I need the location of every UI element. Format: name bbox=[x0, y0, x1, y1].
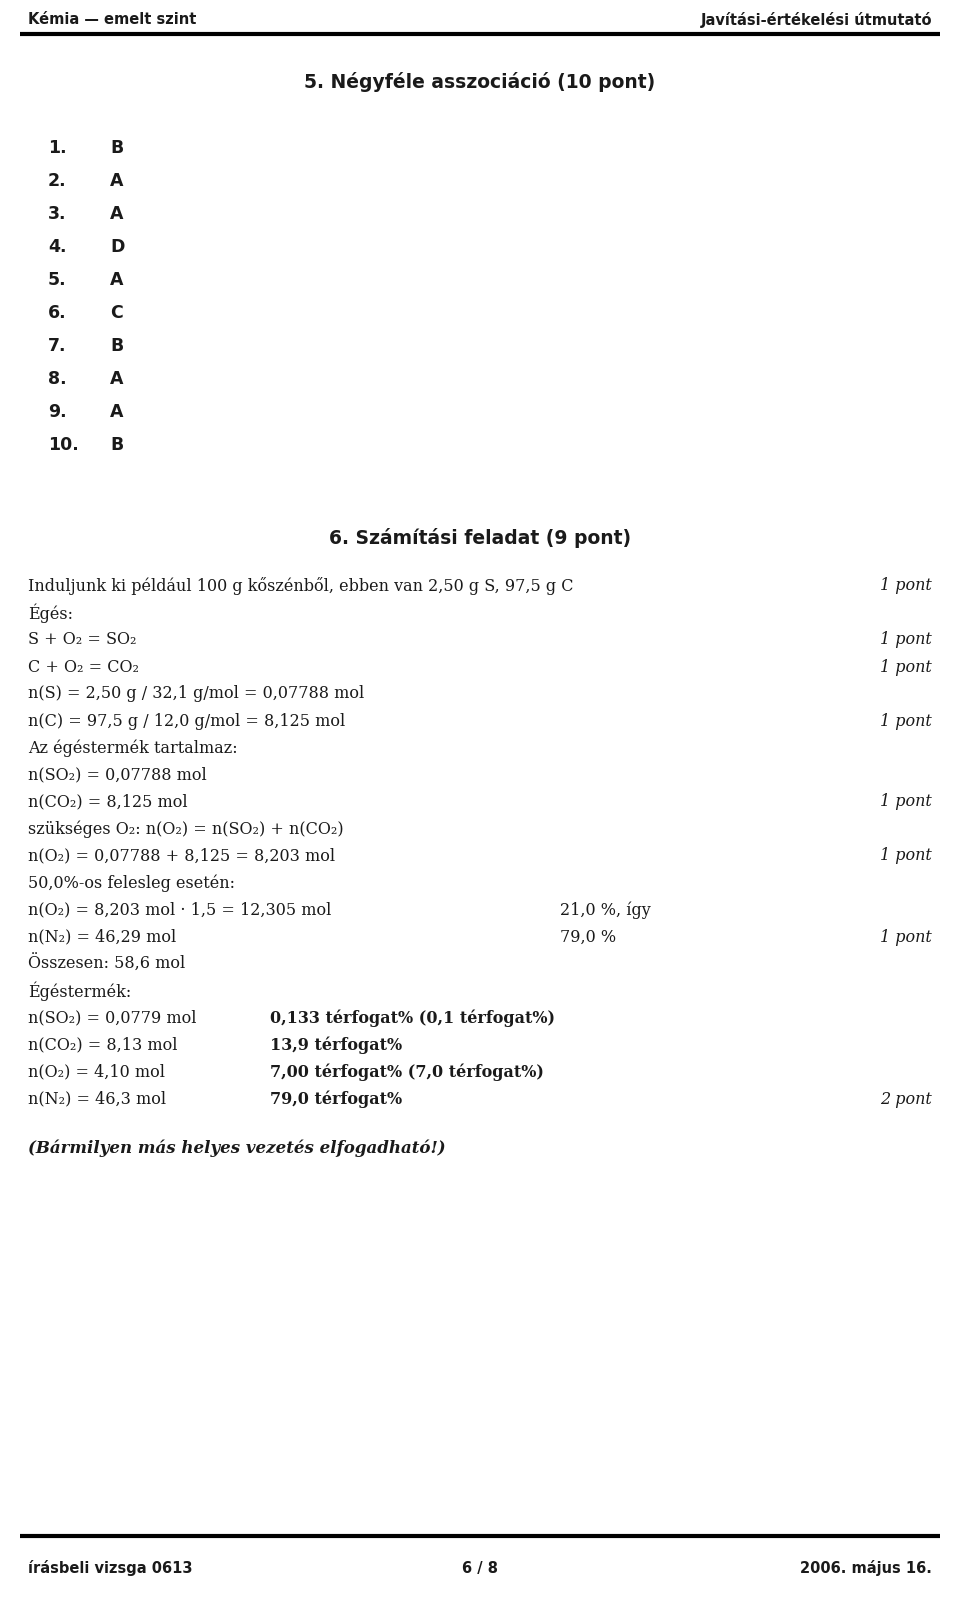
Text: 10.: 10. bbox=[48, 436, 79, 454]
Text: Javítási-értékelési útmutató: Javítási-értékelési útmutató bbox=[701, 13, 932, 29]
Text: 79,0 %: 79,0 % bbox=[560, 928, 616, 945]
Text: 1.: 1. bbox=[48, 139, 66, 157]
Text: Induljunk ki például 100 g kőszénből, ebben van 2,50 g S, 97,5 g C: Induljunk ki például 100 g kőszénből, eb… bbox=[28, 577, 573, 596]
Text: B: B bbox=[110, 436, 123, 454]
Text: Összesen: 58,6 mol: Összesen: 58,6 mol bbox=[28, 955, 185, 973]
Text: A: A bbox=[110, 271, 124, 289]
Text: 1 pont: 1 pont bbox=[880, 712, 932, 730]
Text: n(SO₂) = 0,07788 mol: n(SO₂) = 0,07788 mol bbox=[28, 767, 206, 784]
Text: 1 pont: 1 pont bbox=[880, 928, 932, 945]
Text: 1 pont: 1 pont bbox=[880, 848, 932, 864]
Text: C: C bbox=[110, 303, 123, 323]
Text: n(O₂) = 0,07788 + 8,125 = 8,203 mol: n(O₂) = 0,07788 + 8,125 = 8,203 mol bbox=[28, 848, 335, 864]
Text: 5. Négyféle asszociáció (10 pont): 5. Négyféle asszociáció (10 pont) bbox=[304, 72, 656, 93]
Text: 50,0%-os felesleg esetén:: 50,0%-os felesleg esetén: bbox=[28, 874, 235, 891]
Text: A: A bbox=[110, 172, 124, 190]
Text: 79,0 térfogat%: 79,0 térfogat% bbox=[270, 1091, 402, 1108]
Text: B: B bbox=[110, 139, 123, 157]
Text: 3.: 3. bbox=[48, 204, 66, 224]
Text: 8.: 8. bbox=[48, 371, 66, 388]
Text: D: D bbox=[110, 238, 125, 256]
Text: n(O₂) = 8,203 mol · 1,5 = 12,305 mol: n(O₂) = 8,203 mol · 1,5 = 12,305 mol bbox=[28, 901, 331, 918]
Text: szükséges O₂: n(O₂) = n(SO₂) + n(CO₂): szükséges O₂: n(O₂) = n(SO₂) + n(CO₂) bbox=[28, 821, 344, 838]
Text: 1 pont: 1 pont bbox=[880, 658, 932, 676]
Text: n(CO₂) = 8,125 mol: n(CO₂) = 8,125 mol bbox=[28, 794, 187, 811]
Text: 21,0 %, így: 21,0 %, így bbox=[560, 901, 651, 918]
Text: (Bármilyen más helyes vezetés elfogadható!): (Bármilyen más helyes vezetés elfogadhat… bbox=[28, 1139, 445, 1156]
Text: n(N₂) = 46,29 mol: n(N₂) = 46,29 mol bbox=[28, 928, 177, 945]
Text: 9.: 9. bbox=[48, 402, 66, 422]
Text: 6. Számítási feladat (9 pont): 6. Számítási feladat (9 pont) bbox=[329, 529, 631, 548]
Text: 2 pont: 2 pont bbox=[880, 1091, 932, 1107]
Text: B: B bbox=[110, 337, 123, 355]
Text: A: A bbox=[110, 204, 124, 224]
Text: n(N₂) = 46,3 mol: n(N₂) = 46,3 mol bbox=[28, 1091, 166, 1107]
Text: n(S) = 2,50 g / 32,1 g/mol = 0,07788 mol: n(S) = 2,50 g / 32,1 g/mol = 0,07788 mol bbox=[28, 685, 364, 703]
Text: 1 pont: 1 pont bbox=[880, 794, 932, 811]
Text: S + O₂ = SO₂: S + O₂ = SO₂ bbox=[28, 631, 136, 648]
Text: n(CO₂) = 8,13 mol: n(CO₂) = 8,13 mol bbox=[28, 1036, 178, 1054]
Text: 6 / 8: 6 / 8 bbox=[462, 1560, 498, 1576]
Text: 6.: 6. bbox=[48, 303, 66, 323]
Text: 1 pont: 1 pont bbox=[880, 631, 932, 648]
Text: n(O₂) = 4,10 mol: n(O₂) = 4,10 mol bbox=[28, 1064, 165, 1081]
Text: A: A bbox=[110, 402, 124, 422]
Text: 4.: 4. bbox=[48, 238, 66, 256]
Text: C + O₂ = CO₂: C + O₂ = CO₂ bbox=[28, 658, 139, 676]
Text: A: A bbox=[110, 371, 124, 388]
Text: 13,9 térfogat%: 13,9 térfogat% bbox=[270, 1036, 402, 1054]
Text: írásbeli vizsga 0613: írásbeli vizsga 0613 bbox=[28, 1560, 193, 1576]
Text: 1 pont: 1 pont bbox=[880, 578, 932, 594]
Text: 2.: 2. bbox=[48, 172, 66, 190]
Text: Kémia — emelt szint: Kémia — emelt szint bbox=[28, 13, 197, 27]
Text: 7.: 7. bbox=[48, 337, 66, 355]
Text: 7,00 térfogat% (7,0 térfogat%): 7,00 térfogat% (7,0 térfogat%) bbox=[270, 1064, 544, 1081]
Text: Égéstermék:: Égéstermék: bbox=[28, 981, 132, 1001]
Text: Az égéstermék tartalmaz:: Az égéstermék tartalmaz: bbox=[28, 739, 238, 757]
Text: 2006. május 16.: 2006. május 16. bbox=[800, 1560, 932, 1576]
Text: Égés:: Égés: bbox=[28, 604, 73, 623]
Text: 5.: 5. bbox=[48, 271, 66, 289]
Text: n(SO₂) = 0,0779 mol: n(SO₂) = 0,0779 mol bbox=[28, 1009, 197, 1027]
Text: 0,133 térfogat% (0,1 térfogat%): 0,133 térfogat% (0,1 térfogat%) bbox=[270, 1009, 555, 1027]
Text: n(C) = 97,5 g / 12,0 g/mol = 8,125 mol: n(C) = 97,5 g / 12,0 g/mol = 8,125 mol bbox=[28, 712, 346, 730]
